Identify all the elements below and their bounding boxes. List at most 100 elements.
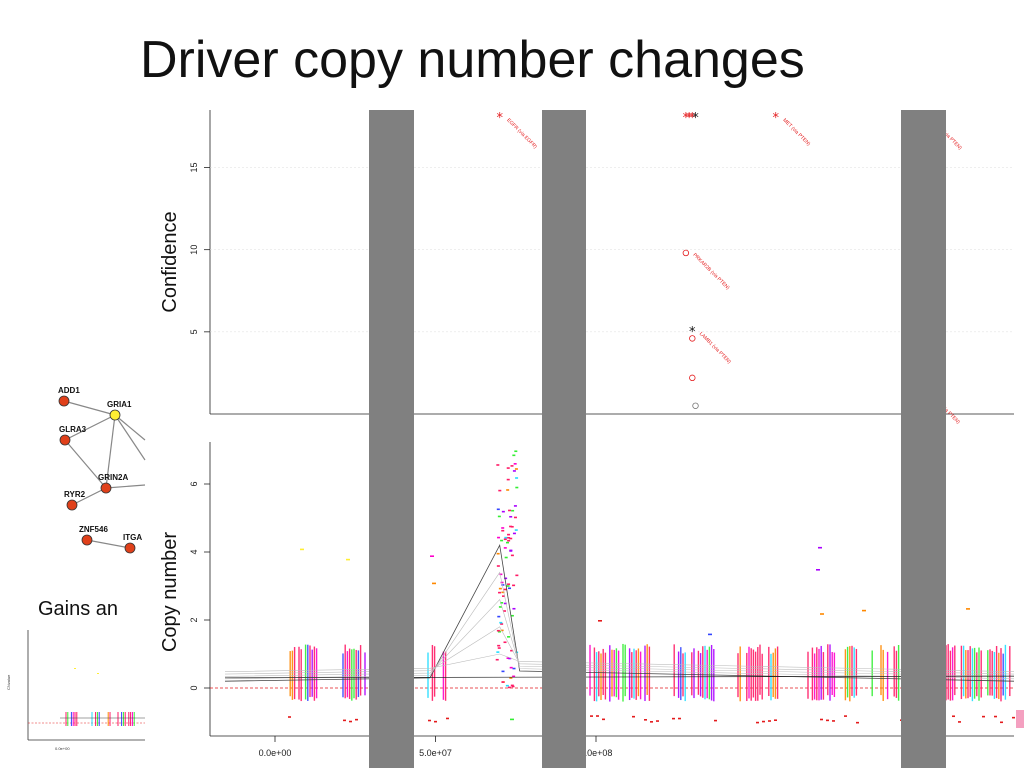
- copynumber-point: [768, 720, 771, 722]
- copynumber-point: [497, 644, 501, 647]
- copynumber-point: [672, 717, 675, 720]
- inset-point: [97, 673, 99, 674]
- copynumber-point: [288, 716, 291, 718]
- copynumber-point: [355, 718, 358, 721]
- copynumber-point: [501, 527, 505, 529]
- copynumber-point: [500, 539, 504, 542]
- copynumber-point: [515, 574, 519, 577]
- confidence-point: *: [683, 111, 690, 126]
- network-edge: [114, 414, 146, 441]
- confidence-point: [692, 402, 699, 409]
- copynumber-point: [512, 532, 516, 535]
- copynumber-point: [515, 486, 519, 489]
- copynumber-point: [678, 717, 681, 720]
- copynumber-xtick-label: 1.0e+08: [580, 748, 613, 758]
- network-node-label: ZNF546: [79, 525, 108, 534]
- copynumber-point: [498, 591, 502, 594]
- copynumber-point: [499, 621, 503, 624]
- copynumber-tick-label: 0: [189, 685, 199, 690]
- copynumber-point: [501, 529, 505, 532]
- inset-ylabel: CNvalue: [6, 674, 11, 690]
- confidence-point: [689, 374, 696, 382]
- copynumber-point: [503, 602, 507, 605]
- copynumber-point: [504, 577, 508, 580]
- copynumber-point: [598, 620, 602, 622]
- copynumber-point: [503, 547, 507, 549]
- inset-plot: CNvalue 0.0e+00: [6, 630, 145, 751]
- network-edge: [71, 487, 107, 506]
- copynumber-mean-line: [224, 675, 1015, 679]
- network-node-label: GLRA3: [59, 425, 87, 434]
- network-node-label: GRIA1: [107, 400, 132, 409]
- network-edge: [105, 484, 146, 489]
- copynumber-point: [512, 584, 516, 587]
- copynumber-point: [515, 477, 519, 479]
- copynumber-point: [644, 719, 647, 721]
- copynumber-point: [430, 555, 434, 557]
- copynumber-point: [514, 529, 518, 531]
- copynumber-point: [1012, 716, 1015, 719]
- copynumber-point: [513, 463, 517, 465]
- copynumber-point: [514, 450, 518, 453]
- copynumber-point: [509, 537, 513, 540]
- copynumber-tick-label: 6: [189, 481, 199, 486]
- copynumber-point: [496, 508, 500, 511]
- copynumber-trend-line: [224, 571, 1015, 680]
- copynumber-point: [343, 719, 346, 722]
- confidence-point: *: [496, 111, 503, 126]
- confidence-point-label: MET (via PTEN): [781, 117, 811, 147]
- network-node-label: ADD1: [58, 386, 80, 395]
- copynumber-ylabel: Copy number: [159, 532, 181, 652]
- copynumber-point: [507, 686, 511, 689]
- copynumber-point: [994, 715, 997, 718]
- copynumber-point: [503, 610, 507, 612]
- copynumber-point: [632, 715, 635, 718]
- copynumber-point: [432, 582, 436, 585]
- copynumber-trend-line: [224, 599, 1015, 677]
- copynumber-point: [505, 541, 509, 544]
- copynumber-point: [513, 505, 517, 507]
- copynumber-point: [502, 595, 506, 597]
- copy-number-panel: 0 2 4 6 0.0e+00 5.0e+07 1.0e+08 Copy number: [159, 442, 1015, 758]
- copynumber-point: [590, 715, 593, 717]
- copynumber-point: [818, 546, 822, 549]
- confidence-point: [682, 249, 690, 257]
- copynumber-point: [512, 607, 516, 610]
- copynumber-point: [497, 515, 501, 518]
- network-node: [109, 409, 121, 421]
- copynumber-point: [504, 536, 508, 539]
- copynumber-xtick-label: 5.0e+07: [419, 748, 452, 758]
- copynumber-point: [512, 454, 516, 457]
- copynumber-trend-line: [224, 653, 1015, 672]
- copynumber-point: [434, 720, 437, 723]
- confidence-point-label: LAMB1 (via PTEN): [698, 331, 732, 365]
- network-edge: [64, 414, 116, 441]
- caption: Gains an: [38, 598, 118, 620]
- copynumber-point: [816, 569, 820, 571]
- confidence-point: [689, 335, 696, 342]
- copynumber-point: [762, 720, 765, 723]
- copynumber-point: [714, 719, 717, 722]
- copynumber-point: [501, 510, 505, 513]
- copynumber-point: [844, 715, 847, 717]
- network-node: [81, 534, 93, 546]
- copynumber-point: [428, 719, 431, 722]
- copynumber-point: [496, 651, 500, 653]
- copynumber-point: [952, 715, 955, 718]
- copynumber-point: [602, 718, 605, 721]
- inset-xtick: 0.0e+00: [55, 746, 70, 751]
- overlay-bar-3: [901, 110, 946, 768]
- copynumber-tick-label: 4: [189, 549, 199, 554]
- copynumber-point: [1000, 721, 1003, 724]
- copynumber-point: [503, 538, 507, 541]
- copynumber-xtick-label: 0.0e+00: [259, 748, 292, 758]
- copynumber-point: [495, 658, 499, 661]
- copynumber-point: [510, 465, 514, 467]
- copynumber-point: [774, 719, 777, 722]
- copynumber-point: [503, 641, 507, 644]
- copynumber-point: [349, 720, 352, 723]
- copynumber-point: [507, 583, 511, 586]
- copynumber-point: [498, 606, 502, 608]
- overlay-bar-2: [542, 110, 586, 768]
